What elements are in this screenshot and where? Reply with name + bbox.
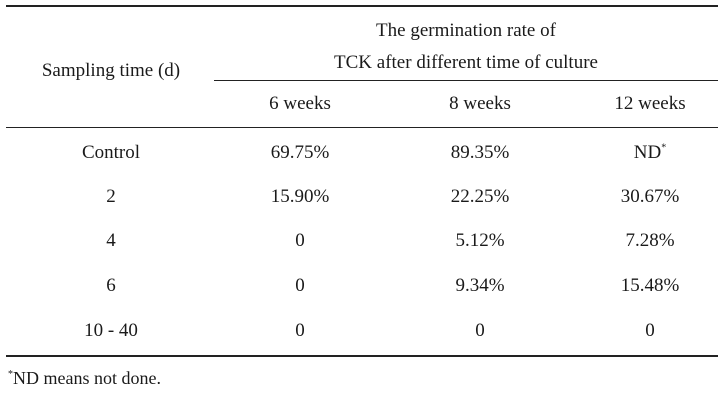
bottom-rule [6,355,718,357]
table-cell: 0 [295,320,305,341]
table-cell: 69.75% [270,142,330,163]
table-cell: 0 [295,230,305,251]
nd-text: ND [633,142,662,163]
column-header-6-weeks: 6 weeks [269,93,331,114]
footnote-marker: * [661,142,667,154]
table-cell: 0 [475,320,485,341]
table-cell: 89.35% [450,142,510,163]
table-cell: 5.12% [455,230,505,251]
table-cell: 0 [645,320,655,341]
column-header-8-weeks: 8 weeks [449,93,511,114]
group-header-line-2: TCK after different time of culture [334,52,598,73]
table-cell: 30.67% [620,186,680,207]
row-label: 10 - 40 [84,320,138,341]
header-bottom-rule [6,127,718,128]
row-label: Control [81,142,141,163]
row-label: 4 [106,230,116,251]
top-rule [6,5,718,7]
group-header-rule [214,80,718,81]
row-label: 2 [106,186,116,207]
row-label: 6 [106,275,116,296]
column-header-12-weeks: 12 weeks [614,93,686,114]
table-cell: 22.25% [450,186,510,207]
row-header-label: Sampling time (d) [41,60,181,81]
table-cell: 0 [295,275,305,296]
table-footnote: *ND means not done. [8,368,161,389]
table-cell: 15.48% [620,275,680,296]
footnote-text: ND means not done. [13,368,161,388]
table-cell-nd: ND* [570,142,720,164]
footnote-mark: * [8,369,13,380]
table-cell: 15.90% [270,186,330,207]
table-cell: 7.28% [625,230,675,251]
table-cell: 9.34% [455,275,505,296]
group-header-line-1: The germination rate of [376,20,556,41]
